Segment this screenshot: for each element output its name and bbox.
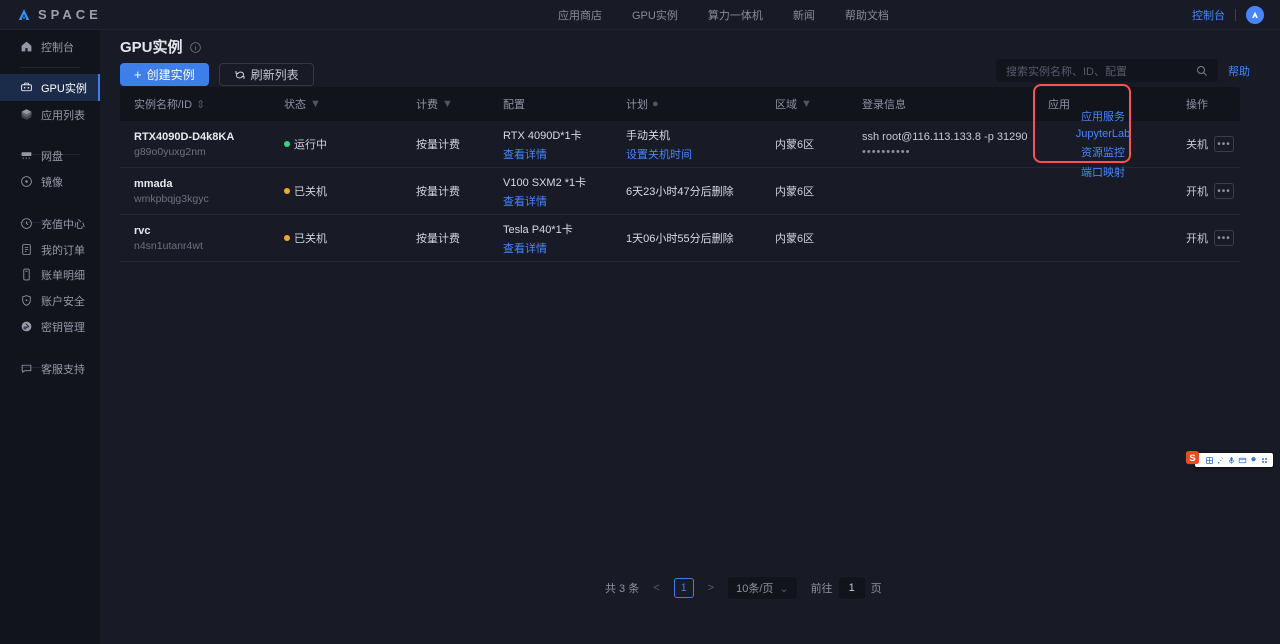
svg-text:S: S <box>1189 453 1195 463</box>
